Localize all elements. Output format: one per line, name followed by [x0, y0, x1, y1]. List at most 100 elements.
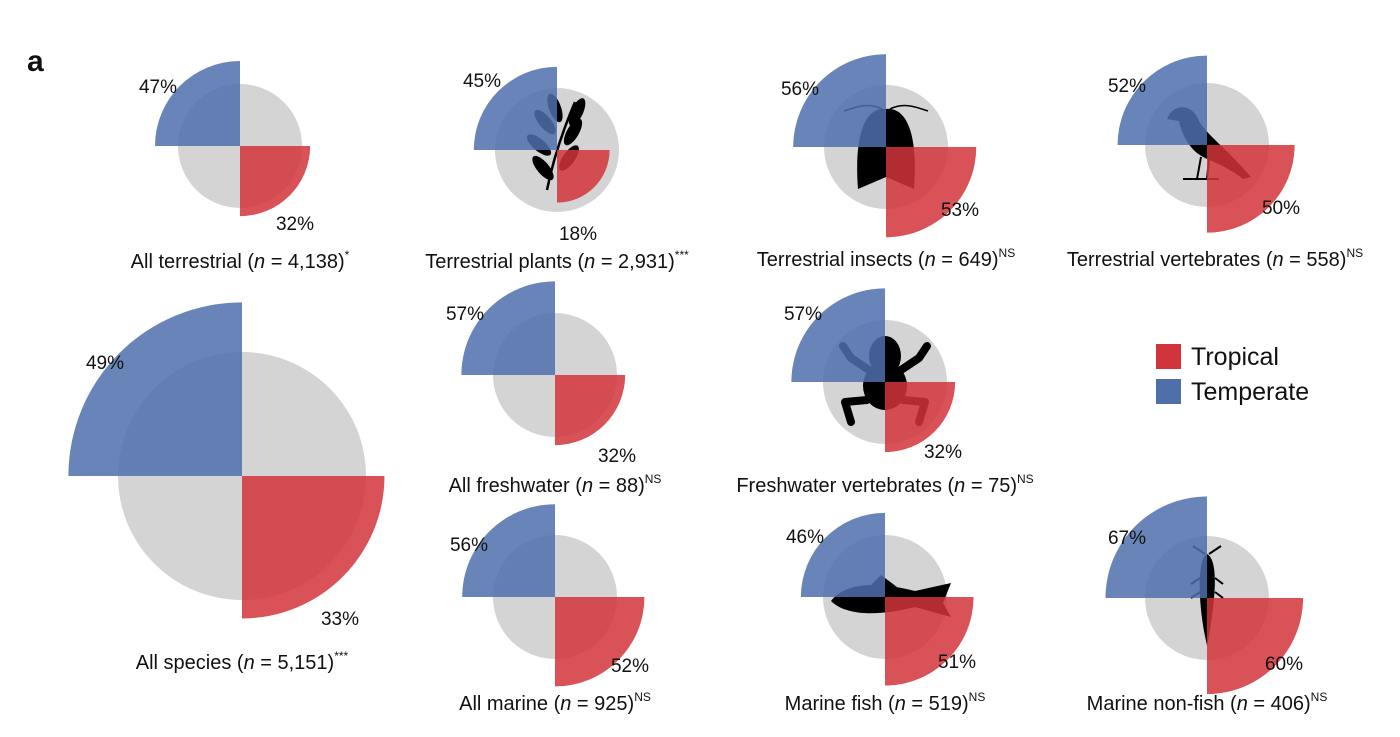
panel-caption: All species (n = 5,151)*** — [136, 649, 349, 674]
rose-panel: 56% 52% All marine (n = 925)NS — [450, 504, 651, 715]
tropical-percent-label: 53% — [941, 200, 979, 221]
plant-leaf — [568, 98, 586, 126]
rose-panel: 57% 32% All freshwater (n = 88)NS — [446, 281, 661, 497]
temperate-percent-label: 57% — [446, 304, 484, 325]
tropical-percent-label: 32% — [924, 442, 962, 463]
caption-n-value: = 75) — [965, 475, 1017, 497]
significance-marker: NS — [999, 246, 1016, 260]
tropical-percent-label: 33% — [321, 609, 359, 630]
temperate-wedge — [1105, 496, 1207, 598]
tropical-wedge — [555, 375, 626, 446]
caption-prefix: Marine fish ( — [785, 693, 895, 715]
tropical-wedge — [557, 150, 610, 203]
temperate-wedge — [800, 512, 885, 597]
caption-n-value: = 5,151) — [255, 652, 335, 674]
temperate-wedge — [1117, 55, 1207, 145]
caption-n-value: = 649) — [936, 249, 999, 271]
significance-marker: NS — [969, 690, 986, 704]
temperate-percent-label: 67% — [1108, 528, 1146, 549]
rose-panel: 46% 51% Marine fish (n = 519)NS — [785, 512, 986, 715]
significance-marker: NS — [645, 472, 662, 486]
caption-n-value: = 519) — [906, 693, 969, 715]
temperate-wedge — [68, 302, 243, 476]
caption-n-symbol: n — [895, 693, 906, 715]
caption-n-symbol: n — [584, 251, 595, 273]
caption-prefix: All species ( — [136, 652, 244, 674]
tropical-wedge — [885, 382, 956, 453]
tropical-percent-label: 32% — [598, 446, 636, 467]
legend-temperate-label: Temperate — [1191, 378, 1309, 406]
temperate-percent-label: 45% — [463, 71, 501, 92]
temperate-wedge — [793, 54, 886, 147]
caption-n-value: = 4,138) — [265, 251, 345, 273]
caption-prefix: All freshwater ( — [449, 475, 583, 497]
panel-caption: Marine non-fish (n = 406)NS — [1087, 690, 1328, 715]
tropical-wedge — [555, 597, 645, 687]
rose-panel: 49% 33% All species (n = 5,151)*** — [68, 302, 385, 674]
temperate-wedge — [473, 66, 557, 150]
plant-leaf — [532, 155, 554, 181]
panel-label: a — [27, 45, 44, 78]
tropical-percent-label: 32% — [276, 214, 314, 235]
tropical-percent-label: 50% — [1262, 198, 1300, 219]
temperate-percent-label: 47% — [139, 77, 177, 98]
caption-n-symbol: n — [925, 249, 936, 271]
caption-n-symbol: n — [254, 251, 265, 273]
tropical-wedge — [885, 597, 974, 686]
panel-caption: Terrestrial vertebrates (n = 558)NS — [1067, 246, 1363, 271]
legend-tropical-swatch — [1156, 344, 1181, 369]
caption-prefix: Terrestrial plants ( — [425, 251, 584, 273]
significance-marker: NS — [1311, 690, 1328, 704]
rose-panel: 47% 32% All terrestrial (n = 4,138)* — [131, 60, 350, 273]
temperate-percent-label: 57% — [784, 304, 822, 325]
caption-n-value: = 2,931) — [595, 251, 675, 273]
temperate-percent-label: 49% — [86, 353, 124, 374]
panel-caption: Terrestrial insects (n = 649)NS — [757, 246, 1015, 271]
caption-prefix: Terrestrial vertebrates ( — [1067, 249, 1273, 271]
caption-n-symbol: n — [582, 475, 593, 497]
temperate-wedge — [154, 60, 240, 146]
temperate-wedge — [791, 288, 885, 382]
panel-caption: All marine (n = 925)NS — [459, 690, 651, 715]
temperate-percent-label: 56% — [450, 535, 488, 556]
caption-n-symbol: n — [1273, 249, 1284, 271]
tropical-percent-label: 52% — [611, 656, 649, 677]
panel-caption: All freshwater (n = 88)NS — [449, 472, 662, 497]
rose-panel: 57% 32% Freshwater vertebrates (n = 75)NS — [736, 288, 1034, 497]
tropical-wedge — [1207, 598, 1304, 695]
caption-prefix: Terrestrial insects ( — [757, 249, 925, 271]
tropical-wedge — [242, 476, 385, 619]
tropical-wedge — [886, 147, 977, 238]
caption-prefix: All marine ( — [459, 693, 560, 715]
caption-prefix: Freshwater vertebrates ( — [736, 475, 954, 497]
panel-caption: Freshwater vertebrates (n = 75)NS — [736, 472, 1033, 497]
rose-panel: 67% 60% Marine non-fish (n = 406)NS — [1087, 496, 1328, 715]
rose-panel: 56% 53% Terrestrial insects (n = 649)NS — [757, 54, 1015, 271]
caption-prefix: Marine non-fish ( — [1087, 693, 1237, 715]
tropical-wedge — [1207, 145, 1295, 233]
legend-temperate-swatch — [1156, 379, 1181, 404]
tropical-wedge — [240, 146, 311, 217]
legend-tropical-label: Tropical — [1191, 343, 1279, 371]
legend: Tropical Temperate — [1156, 343, 1309, 406]
plant-leaf — [563, 118, 583, 146]
caption-n-value: = 88) — [593, 475, 645, 497]
significance-marker: * — [345, 248, 350, 262]
caption-n-symbol: n — [560, 693, 571, 715]
temperate-wedge — [461, 281, 555, 375]
panel-caption: Terrestrial plants (n = 2,931)*** — [425, 248, 689, 273]
temperate-percent-label: 46% — [786, 527, 824, 548]
significance-marker: NS — [1346, 246, 1363, 260]
panel-caption: Marine fish (n = 519)NS — [785, 690, 986, 715]
caption-n-value: = 925) — [571, 693, 634, 715]
caption-n-value: = 558) — [1284, 249, 1347, 271]
significance-marker: *** — [334, 649, 348, 663]
significance-marker: NS — [634, 690, 651, 704]
tropical-percent-label: 51% — [938, 652, 976, 673]
tropical-percent-label: 18% — [559, 224, 597, 245]
significance-marker: *** — [675, 248, 689, 262]
tropical-percent-label: 60% — [1265, 654, 1303, 675]
temperate-percent-label: 52% — [1108, 76, 1146, 97]
caption-n-symbol: n — [954, 475, 965, 497]
